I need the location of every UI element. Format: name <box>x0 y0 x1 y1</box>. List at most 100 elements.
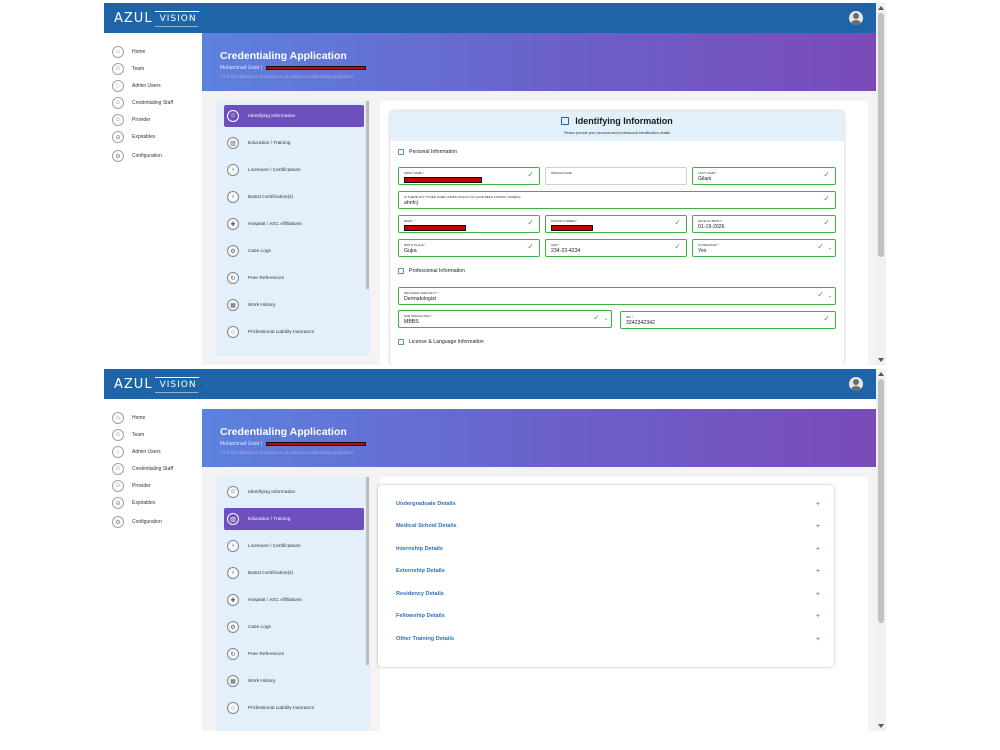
avatar[interactable] <box>849 377 863 391</box>
award-icon: ♁ <box>227 540 239 552</box>
email-field[interactable]: Email * ✓ <box>398 215 540 233</box>
step-liability-insurance[interactable]: ♢ Professional Liability Insurance <box>224 321 364 343</box>
page-title: Credentialing Application <box>220 50 347 62</box>
sidebar-item-team[interactable]: ☺ Team <box>112 62 144 76</box>
step-board-certifications[interactable]: ♁ Board Certification(s) <box>224 562 364 584</box>
sidebar-item-team[interactable]: ☺ Team <box>112 428 144 442</box>
main-content: ☺ Identifying Information ▥ Education / Tr… <box>202 467 876 731</box>
avatar[interactable] <box>849 11 863 25</box>
provider-icon: ☺ <box>112 114 124 126</box>
sidebar-nav: ⌂ Home ☺ Team ♢ Admin Users ☺ Credentialing … <box>104 399 202 731</box>
briefcase-icon <box>398 268 404 274</box>
education-accordion: Undergraduate Details + Medical School De… <box>378 485 834 667</box>
accordion-medical-school[interactable]: Medical School Details + <box>396 522 820 530</box>
accordion-undergraduate[interactable]: Undergraduate Details + <box>396 500 820 508</box>
accordion-fellowship[interactable]: Fellowship Details + <box>396 612 820 620</box>
refresh-icon: ↻ <box>227 648 239 660</box>
badge-icon: ♁ <box>227 191 239 203</box>
page-scrollbar[interactable] <box>876 369 886 731</box>
logo[interactable]: AZUL VISION <box>114 375 208 394</box>
staff-icon: ☺ <box>112 463 124 475</box>
team-icon: ☺ <box>112 63 124 75</box>
redacted-bar <box>266 442 367 446</box>
license-info-header: License & Language Information <box>398 339 484 345</box>
first-name-field[interactable]: First Name * ✓ <box>398 167 540 185</box>
step-board-certifications[interactable]: ♁ Board Certification(s) <box>224 186 364 208</box>
check-icon: ✓ <box>593 313 600 322</box>
step-hospital-affiliations[interactable]: ✚ Hospital / ASC Affiliations <box>224 589 364 611</box>
other-name-field[interactable]: Is there any other name under which you … <box>398 191 836 209</box>
sidebar-item-configuration[interactable]: ⚙ Configuration <box>112 515 162 529</box>
top-bar: AZUL VISION <box>104 369 876 399</box>
phone-field[interactable]: Phone Number * ✓ <box>545 215 687 233</box>
sidebar-item-expirables[interactable]: ⊖ Expirables <box>112 130 155 144</box>
screenshot-identifying: AZUL VISION ⌂ Home ☺ Team ♢ Admin Users ☺ Cr… <box>104 3 886 365</box>
sidebar-item-home[interactable]: ⌂ Home <box>112 411 145 425</box>
expand-icon: + <box>815 567 820 575</box>
accordion-other-training[interactable]: Other Training Details + <box>396 635 820 643</box>
sidebar-item-expirables[interactable]: ⊖ Expirables <box>112 496 155 510</box>
banner-user: Muhammad Usair | <box>220 65 367 71</box>
award-icon: ♁ <box>227 164 239 176</box>
chevron-down-icon: ⌄ <box>827 245 832 251</box>
accordion-externship[interactable]: Externship Details + <box>396 567 820 575</box>
sidebar-item-provider[interactable]: ☺ Provider <box>112 113 151 127</box>
step-work-history[interactable]: ▦ Work History <box>224 294 364 316</box>
step-liability-insurance[interactable]: ♢ Professional Liability Insurance <box>224 697 364 719</box>
logo-main: AZUL <box>114 377 153 392</box>
specialty-select[interactable]: Provider Specialty * Dermatologist ✓ ⌄ <box>398 287 836 305</box>
sidebar-item-home[interactable]: ⌂ Home <box>112 45 145 59</box>
check-icon: ✓ <box>527 218 534 227</box>
check-icon: ✓ <box>527 170 534 179</box>
provider-icon: ☺ <box>112 480 124 492</box>
step-licensure[interactable]: ♁ Licensure / Certifications <box>224 535 364 557</box>
logo-accent: VISION <box>154 376 208 393</box>
citizenship-select[interactable]: Citizenship * Yes ✓ ⌄ <box>692 239 836 257</box>
step-case-logs[interactable]: ⚙ Case Logs <box>224 240 364 262</box>
birth-place-field[interactable]: Birth Place * Gujra ✓ <box>398 239 540 257</box>
last-name-field[interactable]: Last Name * Gilani ✓ <box>692 167 836 185</box>
expand-icon: + <box>815 545 820 553</box>
step-case-logs[interactable]: ⚙ Case Logs <box>224 616 364 638</box>
ssn-field[interactable]: SSN * 234-23-4234 ✓ <box>545 239 687 257</box>
subspecialty-select[interactable]: Sub Specialties * MBBS ✓ ⌄ <box>398 310 612 328</box>
step-peer-references[interactable]: ↻ Peer References <box>224 267 364 289</box>
dob-field[interactable]: Date of Birth * 01-19-2026 ✓ <box>692 215 836 233</box>
step-education[interactable]: ▥ Education / Training <box>224 508 364 530</box>
sidebar-item-configuration[interactable]: ⚙ Configuration <box>112 149 162 163</box>
expand-icon: + <box>815 612 820 620</box>
step-work-history[interactable]: ▦ Work History <box>224 670 364 692</box>
step-list-scrollbar[interactable] <box>366 477 369 665</box>
check-icon: ✓ <box>823 314 830 323</box>
sidebar-item-provider[interactable]: ☺ Provider <box>112 479 151 493</box>
redacted-bar <box>266 66 367 70</box>
sidebar-item-credentialing-staff[interactable]: ☺ Credentialing Staff <box>112 462 173 476</box>
step-peer-references[interactable]: ↻ Peer References <box>224 643 364 665</box>
npi-field[interactable]: NPI * 3242342342 ✓ <box>620 311 836 329</box>
step-education[interactable]: ▥ Education / Training <box>224 132 364 154</box>
form-panel: Identifying Information Please provide y… <box>380 101 868 365</box>
card-title: Identifying Information <box>575 116 673 126</box>
page-banner: Credentialing Application Muhammad Usair… <box>202 409 876 467</box>
hospital-icon: ✚ <box>227 218 239 230</box>
banner-note: All of the information is required to be… <box>220 450 355 455</box>
check-icon: ✓ <box>817 242 824 251</box>
step-licensure[interactable]: ♁ Licensure / Certifications <box>224 159 364 181</box>
step-identifying[interactable]: ☺ Identifying Information <box>224 105 364 127</box>
middle-name-field[interactable]: Middle Name <box>545 167 687 185</box>
step-list-scrollbar[interactable] <box>366 101 369 289</box>
sidebar-item-admin-users[interactable]: ♢ Admin Users <box>112 445 161 459</box>
sidebar-item-credentialing-staff[interactable]: ☺ Credentialing Staff <box>112 96 173 110</box>
staff-icon: ☺ <box>112 97 124 109</box>
accordion-internship[interactable]: Internship Details + <box>396 545 820 553</box>
redacted-value <box>551 225 593 231</box>
expand-icon: + <box>815 590 820 598</box>
page-scrollbar[interactable] <box>876 3 886 365</box>
accordion-residency[interactable]: Residency Details + <box>396 590 820 598</box>
step-hospital-affiliations[interactable]: ✚ Hospital / ASC Affiliations <box>224 213 364 235</box>
check-icon: ✓ <box>823 194 830 203</box>
logo[interactable]: AZUL VISION <box>114 9 208 28</box>
sidebar-item-admin-users[interactable]: ♢ Admin Users <box>112 79 161 93</box>
banner-note: All of the information is required to be… <box>220 74 355 79</box>
step-identifying[interactable]: ☺ Identifying Information <box>224 481 364 503</box>
